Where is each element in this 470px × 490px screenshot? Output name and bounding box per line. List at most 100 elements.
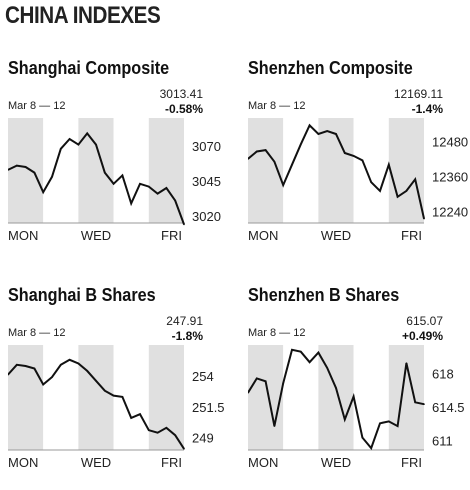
data-point: [361, 159, 364, 162]
data-point: [291, 348, 293, 351]
x-tick-label: FRI: [401, 228, 422, 243]
shanghai-composite-panel: Shanghai Composite Mar 8 — 12 3013.41 -0.58…: [8, 58, 233, 258]
x-tick-label: WED: [321, 228, 351, 243]
data-point: [139, 183, 141, 185]
change-value: -1.8%: [171, 329, 203, 343]
data-point: [405, 362, 408, 364]
data-point: [148, 429, 150, 432]
data-point: [33, 367, 36, 370]
y-tick-label: 3045: [192, 174, 221, 189]
data-point: [282, 382, 284, 384]
data-point: [86, 370, 88, 372]
data-point: [282, 184, 284, 186]
data-point: [370, 447, 372, 449]
x-tick-label: WED: [81, 228, 111, 243]
data-point: [352, 395, 355, 398]
data-point: [8, 373, 9, 376]
data-point: [42, 383, 44, 386]
data-point: [42, 191, 44, 193]
x-tick-label: WED: [81, 455, 111, 470]
day-band: [113, 345, 149, 450]
y-tick-label: 251.5: [192, 400, 225, 415]
data-point: [317, 351, 320, 354]
day-band-shaded: [78, 345, 114, 450]
line-chart: 249 251.5 254 MON WED FRI: [8, 345, 225, 470]
x-tick-label: MON: [8, 228, 38, 243]
data-point: [300, 143, 302, 146]
last-value: 12169.11: [393, 87, 443, 101]
data-point: [414, 401, 416, 404]
x-tick-label: MON: [248, 228, 278, 243]
data-point: [8, 169, 9, 171]
day-band: [353, 345, 389, 450]
data-point: [423, 217, 425, 220]
day-band-shaded: [248, 345, 284, 450]
data-point: [183, 447, 185, 450]
y-tick-label: 249: [192, 431, 214, 446]
chart-title: Shanghai Composite: [8, 58, 170, 78]
data-point: [51, 176, 53, 178]
data-point: [308, 124, 311, 127]
data-point: [352, 155, 355, 157]
data-point: [95, 380, 97, 382]
day-band: [113, 118, 149, 223]
y-tick-label: 614.5: [432, 400, 465, 415]
data-point: [24, 365, 27, 367]
data-point: [24, 166, 27, 168]
day-band-shaded: [8, 118, 44, 223]
line-chart: 12240 12360 12480 MON WED FRI: [248, 118, 468, 243]
data-point: [156, 431, 159, 434]
shenzhen-b-shares-panel: Shenzhen B Shares Mar 8 — 12 615.07 +0.49% 6…: [248, 285, 470, 485]
data-point: [370, 181, 372, 183]
data-point: [273, 425, 276, 427]
data-point: [60, 148, 62, 150]
y-tick-label: 611: [432, 433, 453, 448]
date-range: Mar 8 — 12: [8, 100, 66, 112]
data-point: [95, 143, 97, 146]
data-point: [33, 171, 36, 174]
day-band: [43, 118, 79, 223]
data-point: [388, 163, 390, 166]
data-point: [396, 425, 399, 427]
page-title: CHINA INDEXES: [5, 2, 161, 29]
data-point: [16, 363, 18, 366]
change-value: -0.58%: [164, 102, 203, 116]
last-value: 3013.41: [159, 87, 203, 101]
data-point: [16, 164, 18, 167]
day-band-shaded: [148, 345, 184, 450]
data-point: [256, 150, 258, 153]
data-point: [273, 160, 276, 163]
data-point: [148, 185, 150, 188]
data-point: [317, 133, 320, 135]
chart-title: Shenzhen B Shares: [248, 285, 400, 305]
day-band-shaded: [148, 118, 184, 223]
line-chart: 611 614.5 618 MON WED FRI: [248, 345, 465, 470]
data-point: [121, 396, 124, 398]
x-tick-label: FRI: [401, 455, 422, 470]
data-point: [300, 350, 302, 353]
data-point: [77, 143, 80, 146]
data-point: [388, 420, 390, 423]
data-point: [174, 434, 176, 436]
data-point: [104, 171, 106, 174]
data-point: [165, 187, 168, 189]
data-point: [183, 223, 185, 226]
data-point: [68, 359, 71, 361]
change-value: -1.4%: [411, 102, 443, 116]
data-point: [335, 133, 337, 135]
data-point: [335, 387, 337, 389]
y-tick-label: 254: [192, 369, 214, 384]
x-tick-label: MON: [8, 455, 38, 470]
data-point: [121, 174, 124, 177]
data-point: [130, 417, 132, 419]
chart-title: Shanghai B Shares: [8, 285, 156, 305]
y-tick-label: 3070: [192, 139, 221, 154]
x-tick-label: FRI: [161, 228, 182, 243]
data-point: [68, 138, 71, 140]
data-point: [344, 418, 346, 421]
y-tick-label: 618: [432, 367, 454, 382]
shanghai-b-shares-panel: Shanghai B Shares Mar 8 — 12 247.91 -1.8% 24…: [8, 285, 233, 485]
date-range: Mar 8 — 12: [248, 100, 306, 112]
data-point: [379, 190, 381, 192]
last-value: 247.91: [166, 314, 203, 328]
